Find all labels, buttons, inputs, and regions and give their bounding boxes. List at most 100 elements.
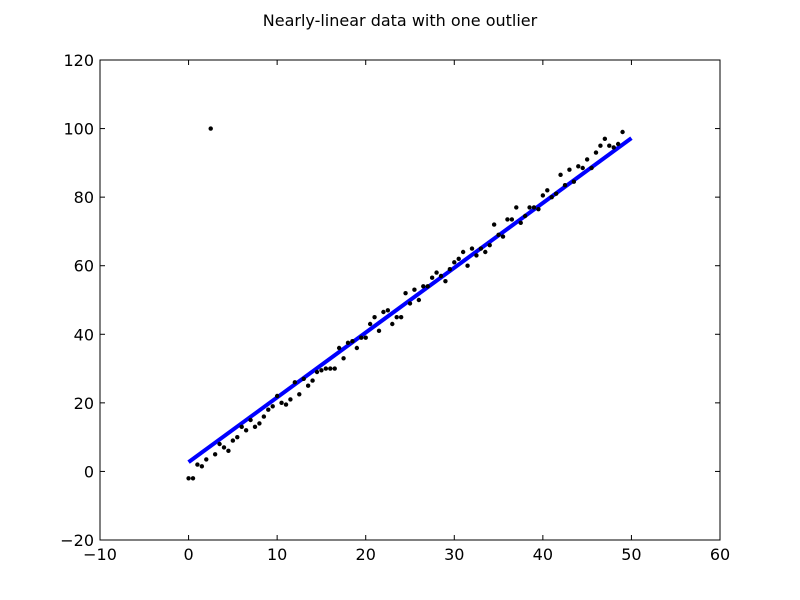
data-point <box>239 424 244 430</box>
x-tick-label: 60 <box>710 545 730 564</box>
y-tick-label: 20 <box>74 394 94 413</box>
data-point <box>593 150 599 155</box>
data-point <box>204 457 209 462</box>
data-point <box>257 421 262 426</box>
x-tick-label: 40 <box>533 545 553 564</box>
data-point <box>243 428 249 433</box>
data-point <box>305 383 311 388</box>
x-tick-label: 10 <box>267 545 287 564</box>
data-point <box>416 297 422 303</box>
data-point <box>261 414 267 419</box>
data-point <box>505 217 510 222</box>
data-point <box>465 263 470 268</box>
data-point <box>274 393 280 399</box>
data-point <box>571 179 577 184</box>
data-point <box>279 400 284 406</box>
data-point <box>589 165 594 171</box>
data-point <box>270 404 275 409</box>
data-point <box>190 476 196 481</box>
y-tick-label: 60 <box>74 257 94 276</box>
data-point <box>367 321 373 327</box>
data-point <box>199 464 205 469</box>
data-point <box>452 260 457 265</box>
data-point <box>283 402 289 407</box>
data-point <box>549 194 554 200</box>
plot-area <box>186 126 633 481</box>
data-point <box>487 242 492 248</box>
data-point <box>376 328 382 334</box>
y-tick-label: 80 <box>74 188 94 207</box>
data-point <box>522 213 528 219</box>
data-point <box>381 309 386 315</box>
axis-ticks: −10 0 10 20 30 40 50 60 −20 0 20 40 60 80 100 120 <box>60 51 730 564</box>
data-point <box>576 164 581 169</box>
data-point <box>403 290 408 296</box>
x-tick-label: 50 <box>621 545 641 564</box>
data-point <box>248 417 253 423</box>
data-point <box>478 246 484 251</box>
data-point <box>212 452 218 457</box>
y-tick-label: 0 <box>84 462 94 481</box>
data-point <box>226 448 231 454</box>
x-tick-label: 0 <box>183 545 193 564</box>
x-tick-label: −10 <box>83 545 117 564</box>
data-point <box>456 256 461 262</box>
data-point <box>195 462 200 467</box>
data-point <box>531 205 537 210</box>
data-point <box>553 191 559 196</box>
data-point <box>527 205 532 210</box>
y-tick-label: 120 <box>63 51 94 70</box>
data-point <box>607 143 612 148</box>
data-point <box>221 445 227 450</box>
data-point <box>345 340 351 346</box>
data-point <box>363 335 368 340</box>
data-point <box>567 167 572 172</box>
data-point <box>620 129 625 135</box>
chart-title: Nearly-linear data with one outlier <box>263 11 538 30</box>
data-point <box>474 253 479 258</box>
data-point <box>230 438 236 443</box>
data-point <box>438 273 444 279</box>
data-point <box>460 249 466 255</box>
data-point <box>509 217 515 222</box>
data-point <box>536 206 541 212</box>
data-point <box>558 172 563 178</box>
data-point <box>443 278 448 284</box>
data-point <box>332 366 337 371</box>
data-point <box>354 345 360 351</box>
x-tick-label: 30 <box>444 545 464 564</box>
data-point <box>421 284 426 289</box>
data-point <box>372 314 377 320</box>
x-tick-label: 20 <box>356 545 376 564</box>
data-point <box>611 145 616 150</box>
data-point <box>301 376 306 382</box>
data-point <box>469 246 475 251</box>
data-point <box>390 321 395 327</box>
data-point <box>407 301 413 306</box>
data-point <box>314 369 320 375</box>
data-point <box>359 335 364 340</box>
data-point <box>425 284 430 289</box>
data-point <box>500 234 506 239</box>
data-point <box>434 270 439 275</box>
data-point <box>394 314 399 320</box>
outlier-point <box>208 126 213 131</box>
data-point <box>398 314 404 320</box>
data-point <box>615 141 621 147</box>
data-point <box>310 378 315 383</box>
data-point <box>584 157 590 162</box>
data-point <box>217 441 222 447</box>
data-point <box>252 424 258 430</box>
data-point <box>562 182 568 188</box>
axes-frame <box>99 59 721 541</box>
data-point <box>266 407 271 412</box>
data-point <box>323 366 329 371</box>
data-point <box>491 222 497 227</box>
data-point <box>235 434 240 440</box>
data-point <box>540 193 546 198</box>
data-point <box>429 275 435 280</box>
y-tick-label: −20 <box>60 531 94 550</box>
data-point <box>350 338 355 344</box>
data-point <box>483 249 488 255</box>
